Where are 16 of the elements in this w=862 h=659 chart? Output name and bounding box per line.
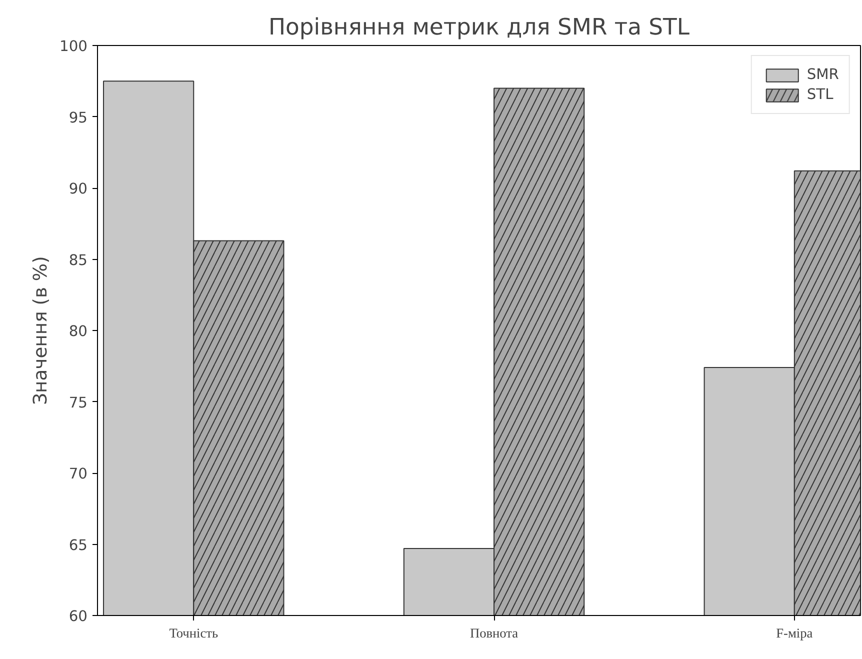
y-tick-label: 90 [68, 180, 88, 198]
y-tick-label: 75 [68, 394, 88, 412]
legend-label: STL [806, 86, 834, 103]
x-tick-label: Повнота [470, 626, 518, 640]
y-tick-label: 65 [68, 536, 88, 554]
legend-label: SMR [806, 66, 839, 83]
x-tick-label: Точність [169, 626, 218, 640]
y-tick-label: 95 [68, 109, 88, 126]
y-tick-label: 70 [68, 466, 88, 482]
y-tick-label: 100 [60, 38, 88, 55]
y-axis-title: Значення (в %) [30, 256, 52, 405]
y-tick-label: 85 [68, 252, 88, 269]
x-tick-label: F-міра [776, 626, 813, 640]
y-tick-label: 60 [68, 608, 88, 625]
chart-title: Порівняння метрик для SMR та STL [268, 14, 690, 40]
y-tick-label: 80 [68, 323, 88, 340]
